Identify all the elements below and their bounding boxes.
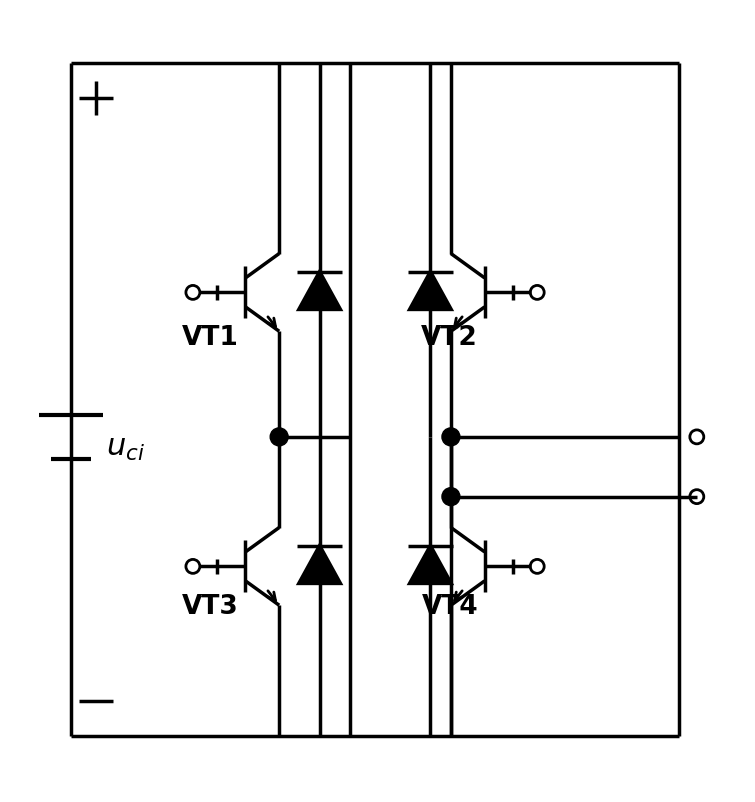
Circle shape <box>270 428 288 446</box>
Text: VT3: VT3 <box>182 593 239 619</box>
Polygon shape <box>299 272 341 310</box>
Circle shape <box>442 488 460 506</box>
Text: VT1: VT1 <box>182 325 239 350</box>
Polygon shape <box>409 272 451 310</box>
Text: VT4: VT4 <box>421 593 478 619</box>
Circle shape <box>442 428 460 446</box>
Polygon shape <box>409 546 451 584</box>
Polygon shape <box>299 546 341 584</box>
Text: $u_{ci}$: $u_{ci}$ <box>106 431 145 463</box>
Text: VT2: VT2 <box>421 325 478 350</box>
